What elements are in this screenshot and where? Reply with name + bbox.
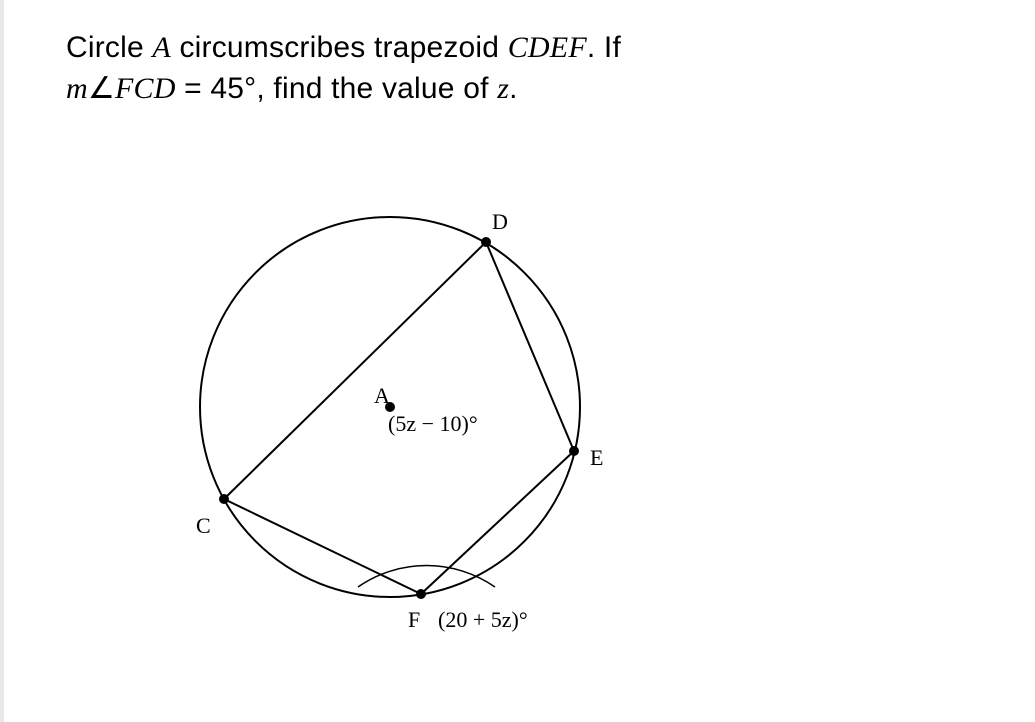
page-body: Circle A circumscribes trapezoid CDEF. I… [0, 0, 1035, 647]
text-fragment: . If [587, 31, 621, 64]
label-A: A [374, 383, 390, 409]
label-F: F [408, 607, 420, 633]
variable-z: z [497, 72, 509, 105]
label-E: E [590, 445, 603, 471]
side-DE [486, 242, 574, 451]
point-E [569, 446, 579, 456]
side-EF [421, 451, 574, 594]
point-F [416, 589, 426, 599]
label-D: D [492, 209, 508, 235]
problem-line-1: Circle A circumscribes trapezoid CDEF. I… [66, 28, 995, 69]
text-fragment: , find the value of [256, 72, 497, 105]
angle-symbol: ∠ [88, 72, 115, 105]
circle-name: A [152, 31, 171, 64]
label-A-expr: (5z − 10)° [388, 411, 478, 437]
side-CD [224, 242, 486, 499]
text-fragment: . [509, 72, 518, 105]
trapezoid-name: CDEF [508, 31, 587, 64]
side-FC [224, 499, 421, 594]
left-highlight-bar [0, 0, 4, 722]
label-C: C [196, 513, 211, 539]
point-C [219, 494, 229, 504]
text-fragment: circumscribes trapezoid [171, 31, 508, 64]
problem-line-2: m∠FCD = 45°, find the value of z. [66, 69, 995, 110]
angle-name: FCD [115, 72, 176, 105]
text-fragment: Circle [66, 31, 152, 64]
figure-container: D E C F A (5z − 10)° (20 + 5z)° [190, 187, 710, 647]
angle-value: = 45° [176, 72, 257, 105]
label-F-expr: (20 + 5z)° [438, 607, 528, 633]
point-D [481, 237, 491, 247]
angle-prefix: m [66, 72, 88, 105]
